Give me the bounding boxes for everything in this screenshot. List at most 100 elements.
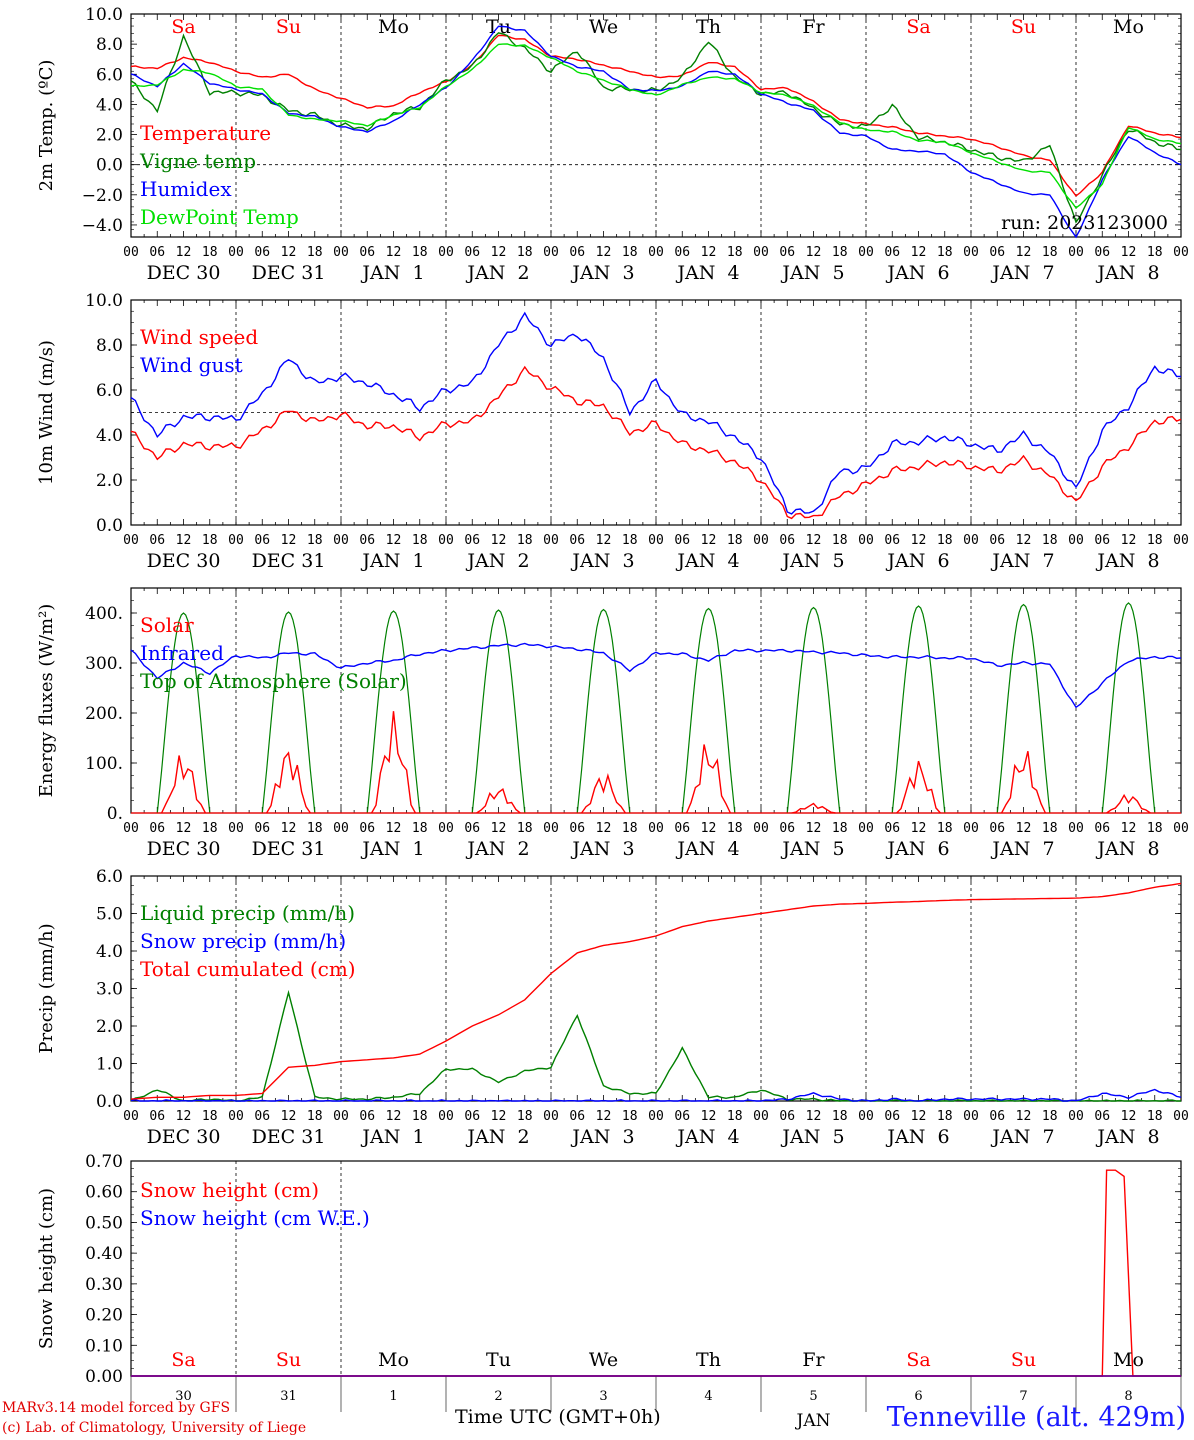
weekday-label: Sa bbox=[906, 1349, 930, 1371]
legend-entry: Humidex bbox=[140, 177, 232, 201]
x-date-label: JAN 5 bbox=[780, 550, 844, 572]
solar-line bbox=[476, 788, 521, 814]
x-hour-label: 18 bbox=[937, 821, 953, 836]
y-tick-label: 200. bbox=[85, 704, 123, 724]
x-hour-label: 00 bbox=[333, 1109, 349, 1124]
x-hour-label: 12 bbox=[596, 1109, 612, 1124]
x-hour-label: 12 bbox=[596, 245, 612, 260]
y-tick-label: −2.0 bbox=[82, 186, 123, 206]
x-hour-label: 00 bbox=[228, 245, 244, 260]
x-hour-label: 00 bbox=[858, 1109, 874, 1124]
y-tick-label: 0.00 bbox=[85, 1367, 123, 1387]
x-hour-label: 06 bbox=[569, 821, 585, 836]
y-axis-label: Energy fluxes (W/m²) bbox=[36, 604, 57, 798]
legend-entry: Liquid precip (mm/h) bbox=[140, 901, 355, 925]
series-line bbox=[130, 365, 1182, 520]
series-line bbox=[130, 43, 1182, 209]
x-hour-label: 06 bbox=[569, 533, 585, 548]
x-hour-label: 12 bbox=[701, 533, 717, 548]
x-hour-label: 00 bbox=[438, 533, 454, 548]
y-tick-label: 8.0 bbox=[96, 336, 123, 356]
weekday-label: Mo bbox=[1113, 16, 1144, 38]
x-hour-label: 12 bbox=[491, 533, 507, 548]
x-hour-label: 18 bbox=[832, 245, 848, 260]
x-hour-label: 18 bbox=[517, 821, 533, 836]
x-hour-label: 12 bbox=[176, 1109, 192, 1124]
y-tick-label: 3.0 bbox=[96, 980, 123, 1000]
series-line bbox=[130, 32, 1182, 224]
x-hour-label: 12 bbox=[491, 821, 507, 836]
x-hour-label: 06 bbox=[884, 1109, 900, 1124]
y-axis-label: 2m Temp. (ºC) bbox=[36, 60, 57, 192]
legend-entry: Snow height (cm W.E.) bbox=[140, 1206, 370, 1230]
weekday-label: Su bbox=[276, 16, 301, 38]
x-hour-label: 06 bbox=[779, 821, 795, 836]
y-tick-label: 0.0 bbox=[96, 1092, 123, 1112]
x-hour-label: 12 bbox=[176, 245, 192, 260]
x-hour-label: 06 bbox=[1094, 1109, 1110, 1124]
x-date-label: JAN 5 bbox=[780, 1126, 844, 1148]
x-hour-label: 18 bbox=[1147, 1109, 1163, 1124]
x-date-label: DEC 31 bbox=[252, 262, 326, 284]
x-hour-label: 00 bbox=[1173, 1109, 1189, 1124]
plot-frame-temperature bbox=[130, 13, 1182, 238]
y-tick-label: 100. bbox=[85, 754, 123, 774]
footer-time-axis-title: Time UTC (GMT+0h) bbox=[455, 1406, 661, 1428]
x-hour-label: 06 bbox=[359, 533, 375, 548]
y-tick-label: 2.0 bbox=[96, 126, 123, 146]
weekday-label: Th bbox=[696, 1349, 721, 1371]
x-hour-label: 18 bbox=[307, 245, 323, 260]
day-number-label: 8 bbox=[1124, 1389, 1132, 1404]
day-number-label: 30 bbox=[175, 1389, 192, 1404]
series-line bbox=[130, 25, 1182, 239]
y-tick-label: 10.0 bbox=[85, 5, 123, 25]
x-hour-label: 12 bbox=[1121, 1109, 1137, 1124]
x-date-label: JAN 6 bbox=[885, 1126, 949, 1148]
month-label: JAN bbox=[795, 1411, 831, 1431]
x-hour-label: 18 bbox=[937, 533, 953, 548]
x-hour-label: 12 bbox=[806, 533, 822, 548]
x-date-label: DEC 30 bbox=[147, 262, 221, 284]
x-date-label: JAN 7 bbox=[990, 1126, 1054, 1148]
weekday-label: Fr bbox=[802, 1349, 825, 1371]
x-date-label: JAN 1 bbox=[360, 838, 424, 860]
weekday-label: Su bbox=[1011, 16, 1036, 38]
weekday-label: Mo bbox=[1113, 1349, 1144, 1371]
weekday-label: Tu bbox=[486, 1349, 511, 1371]
x-date-label: JAN 8 bbox=[1095, 262, 1159, 284]
day-number-label: 31 bbox=[280, 1389, 297, 1404]
x-hour-label: 18 bbox=[622, 821, 638, 836]
x-date-label: JAN 8 bbox=[1095, 550, 1159, 572]
day-number-label: 1 bbox=[389, 1389, 397, 1404]
weekday-label: We bbox=[589, 1349, 618, 1371]
legend-entry: Vigne temp bbox=[139, 149, 256, 173]
y-tick-label: 300. bbox=[85, 654, 123, 674]
day-number-label: 7 bbox=[1019, 1389, 1027, 1404]
x-hour-label: 00 bbox=[858, 533, 874, 548]
x-hour-label: 00 bbox=[753, 533, 769, 548]
x-hour-label: 18 bbox=[727, 821, 743, 836]
x-hour-label: 18 bbox=[1042, 245, 1058, 260]
x-hour-label: 18 bbox=[202, 533, 218, 548]
x-date-label: DEC 31 bbox=[252, 550, 326, 572]
toa-solar-line bbox=[681, 607, 736, 814]
legend-entry: Wind gust bbox=[140, 353, 243, 377]
x-date-label: JAN 3 bbox=[570, 550, 634, 572]
day-number-label: 3 bbox=[599, 1389, 607, 1404]
x-date-label: JAN 7 bbox=[990, 550, 1054, 572]
x-hour-label: 12 bbox=[1121, 245, 1137, 260]
x-hour-label: 00 bbox=[1068, 1109, 1084, 1124]
x-hour-label: 18 bbox=[727, 1109, 743, 1124]
x-hour-label: 18 bbox=[1147, 821, 1163, 836]
x-hour-label: 00 bbox=[963, 1109, 979, 1124]
toa-solar-line bbox=[891, 605, 946, 814]
weekday-label: Sa bbox=[171, 1349, 195, 1371]
legend-entry: DewPoint Temp bbox=[140, 205, 299, 229]
day-number-label: 5 bbox=[809, 1389, 817, 1404]
x-date-label: JAN 6 bbox=[885, 262, 949, 284]
x-hour-label: 18 bbox=[832, 821, 848, 836]
x-hour-label: 06 bbox=[464, 1109, 480, 1124]
x-date-label: JAN 6 bbox=[885, 838, 949, 860]
y-tick-label: 0.0 bbox=[96, 156, 123, 176]
x-hour-label: 00 bbox=[648, 245, 664, 260]
